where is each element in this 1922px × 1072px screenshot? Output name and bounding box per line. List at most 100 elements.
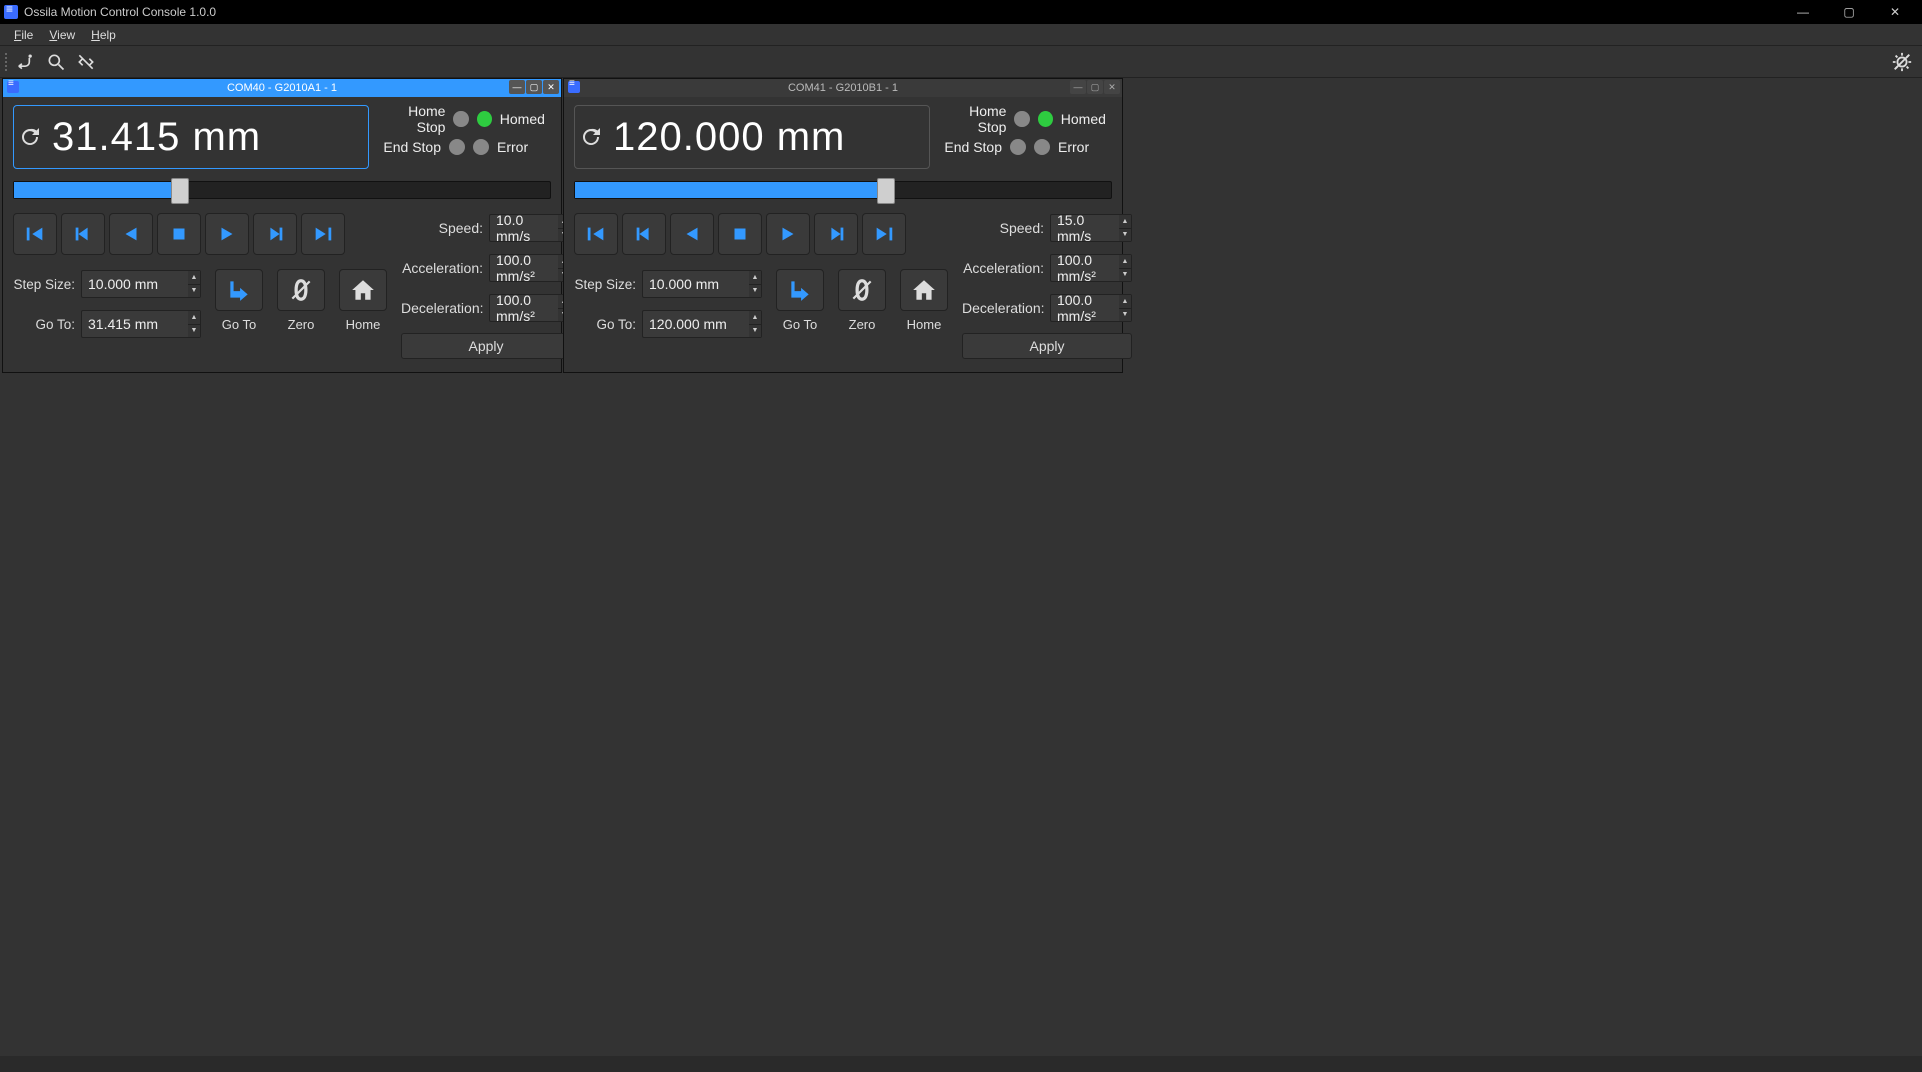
- deceleration-input[interactable]: 100.0 mm/s² ▲▼: [1050, 294, 1132, 322]
- back-button[interactable]: [109, 213, 153, 255]
- deceleration-input[interactable]: 100.0 mm/s² ▲▼: [489, 294, 571, 322]
- stop-button[interactable]: [157, 213, 201, 255]
- panel-close-button[interactable]: ✕: [543, 80, 559, 94]
- transport-controls: [13, 213, 387, 255]
- home-start-button[interactable]: [13, 213, 57, 255]
- slider-thumb[interactable]: [877, 178, 895, 204]
- step-size-down[interactable]: ▼: [188, 285, 200, 298]
- close-button[interactable]: ✕: [1872, 0, 1918, 24]
- minimize-button[interactable]: —: [1780, 0, 1826, 24]
- acceleration-input[interactable]: 100.0 mm/s² ▲▼: [489, 254, 571, 282]
- apply-button[interactable]: Apply: [401, 333, 571, 359]
- end-stop-led: [1010, 139, 1026, 155]
- status-block: Home Stop Homed End Stop Error: [379, 105, 551, 161]
- panel-minimize-button[interactable]: —: [509, 80, 525, 94]
- position-slider[interactable]: [13, 181, 551, 199]
- error-led: [473, 139, 489, 155]
- deceleration-label: Deceleration:: [962, 300, 1044, 316]
- panel-titlebar[interactable]: COM41 - G2010B1 - 1 — ▢ ✕: [564, 79, 1122, 97]
- accel-up[interactable]: ▲: [1119, 255, 1131, 269]
- goto-button-label: Go To: [783, 317, 817, 332]
- goto-button[interactable]: [215, 269, 263, 311]
- decel-down[interactable]: ▼: [1119, 309, 1131, 322]
- home-stop-led: [1014, 111, 1029, 127]
- motion-panel: COM41 - G2010B1 - 1 — ▢ ✕ 120.000 mm Hom…: [563, 78, 1123, 373]
- menubar: File View Help: [0, 24, 1922, 46]
- acceleration-value: 100.0 mm/s²: [1051, 255, 1119, 281]
- menu-help[interactable]: Help: [83, 26, 124, 44]
- goto-input[interactable]: 31.415 mm ▲▼: [81, 310, 201, 338]
- slider-fill: [575, 182, 886, 198]
- step-back-button[interactable]: [61, 213, 105, 255]
- panel-maximize-button[interactable]: ▢: [526, 80, 542, 94]
- speed-up[interactable]: ▲: [1119, 215, 1131, 229]
- speed-value: 15.0 mm/s: [1051, 215, 1119, 241]
- decel-up[interactable]: ▲: [1119, 295, 1131, 309]
- panel-maximize-button[interactable]: ▢: [1087, 80, 1103, 94]
- menu-view[interactable]: View: [41, 26, 83, 44]
- home-start-button[interactable]: [574, 213, 618, 255]
- error-label: Error: [1058, 139, 1112, 155]
- step-size-label: Step Size:: [574, 277, 636, 292]
- end-button[interactable]: [301, 213, 345, 255]
- goto-button-label: Go To: [222, 317, 256, 332]
- search-icon[interactable]: [42, 48, 70, 76]
- motion-panel: COM40 - G2010A1 - 1 — ▢ ✕ 31.415 mm Home…: [2, 78, 562, 373]
- app-icon: [4, 5, 18, 19]
- goto-down[interactable]: ▼: [749, 325, 761, 338]
- forward-button[interactable]: [205, 213, 249, 255]
- slider-thumb[interactable]: [171, 178, 189, 204]
- refresh-icon[interactable]: [577, 123, 605, 151]
- home-button[interactable]: [900, 269, 948, 311]
- end-button[interactable]: [862, 213, 906, 255]
- panel-close-button[interactable]: ✕: [1104, 80, 1120, 94]
- homed-led: [477, 111, 492, 127]
- speed-input[interactable]: 15.0 mm/s ▲▼: [1050, 214, 1132, 242]
- speed-down[interactable]: ▼: [1119, 229, 1131, 242]
- stop-button[interactable]: [718, 213, 762, 255]
- homed-label: Homed: [500, 111, 551, 127]
- deceleration-value: 100.0 mm/s²: [1051, 295, 1119, 321]
- goto-down[interactable]: ▼: [188, 325, 200, 338]
- action-buttons: Go To Zero Home: [215, 269, 387, 349]
- homed-label: Homed: [1061, 111, 1112, 127]
- maximize-button[interactable]: ▢: [1826, 0, 1872, 24]
- zero-button[interactable]: [277, 269, 325, 311]
- goto-input[interactable]: 120.000 mm ▲▼: [642, 310, 762, 338]
- zero-button-label: Zero: [849, 317, 876, 332]
- step-forward-button[interactable]: [814, 213, 858, 255]
- step-size-input[interactable]: 10.000 mm ▲▼: [81, 270, 201, 298]
- goto-label: Go To:: [574, 317, 636, 332]
- goto-up[interactable]: ▲: [749, 311, 761, 325]
- goto-up[interactable]: ▲: [188, 311, 200, 325]
- forward-button[interactable]: [766, 213, 810, 255]
- step-size-input[interactable]: 10.000 mm ▲▼: [642, 270, 762, 298]
- theme-icon[interactable]: [1888, 48, 1916, 76]
- apply-button[interactable]: Apply: [962, 333, 1132, 359]
- goto-button[interactable]: [776, 269, 824, 311]
- step-back-button[interactable]: [622, 213, 666, 255]
- panel-titlebar[interactable]: COM40 - G2010A1 - 1 — ▢ ✕: [3, 79, 561, 97]
- error-label: Error: [497, 139, 551, 155]
- zero-button[interactable]: [838, 269, 886, 311]
- menu-file[interactable]: File: [6, 26, 41, 44]
- status-block: Home Stop Homed End Stop Error: [940, 105, 1112, 161]
- disconnect-icon[interactable]: [72, 48, 100, 76]
- speed-input[interactable]: 10.0 mm/s ▲▼: [489, 214, 571, 242]
- refresh-icon[interactable]: [16, 123, 44, 151]
- home-button[interactable]: [339, 269, 387, 311]
- step-forward-button[interactable]: [253, 213, 297, 255]
- speed-value: 10.0 mm/s: [490, 215, 558, 241]
- back-button[interactable]: [670, 213, 714, 255]
- acceleration-input[interactable]: 100.0 mm/s² ▲▼: [1050, 254, 1132, 282]
- step-size-up[interactable]: ▲: [749, 271, 761, 285]
- panel-minimize-button[interactable]: —: [1070, 80, 1086, 94]
- step-size-down[interactable]: ▼: [749, 285, 761, 298]
- statusbar: [0, 1056, 1922, 1072]
- accel-down[interactable]: ▼: [1119, 269, 1131, 282]
- toolbar-grip: [4, 52, 8, 72]
- step-size-up[interactable]: ▲: [188, 271, 200, 285]
- transport-controls: [574, 213, 948, 255]
- connect-icon[interactable]: [12, 48, 40, 76]
- position-slider[interactable]: [574, 181, 1112, 199]
